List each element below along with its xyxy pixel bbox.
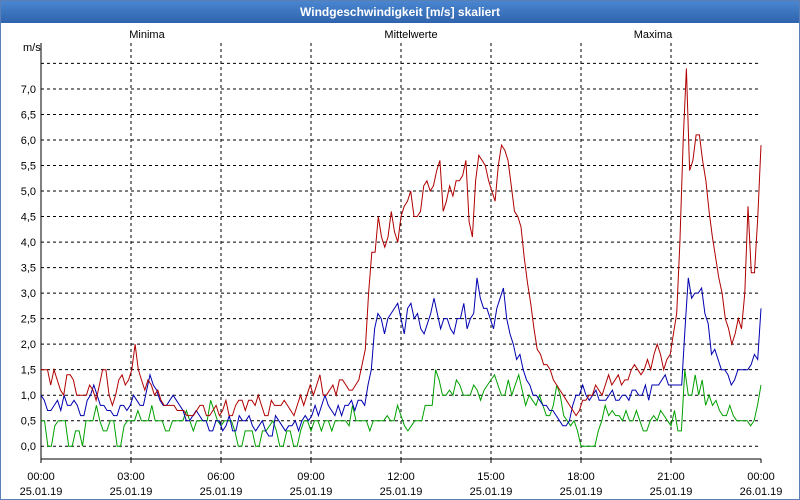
- y-tick-label: 0,0: [21, 441, 36, 453]
- series-line-avg: [40, 277, 762, 437]
- x-tick-date: 25.01.19: [110, 486, 153, 498]
- x-tick-time: 00:00: [27, 471, 55, 483]
- x-tick-time: 00:00: [747, 471, 775, 483]
- y-tick-label: 2,0: [21, 339, 36, 351]
- y-tick-label: 3,5: [21, 263, 36, 275]
- y-tick-label: 6,0: [21, 135, 36, 147]
- x-tick-date: 25.01.19: [650, 486, 693, 498]
- y-tick-label: 4,5: [21, 212, 36, 224]
- x-tick-time: 03:00: [117, 471, 145, 483]
- axes: 0,0 0,5 1,0 1,5 2,0 2,5 3,0 3,5 4,0 4,5 5,0 5,5 6,0 6…: [20, 42, 783, 498]
- y-axis-label: m/s: [23, 42, 41, 54]
- y-tick-label: 4,0: [21, 237, 36, 249]
- y-tick-label: 6,5: [21, 109, 36, 121]
- y-tick-label: 3,0: [21, 288, 36, 300]
- y-tick-label: 5,0: [21, 186, 36, 198]
- y-tick-label: 7,0: [21, 84, 36, 96]
- legend-min: Minima: [129, 29, 165, 41]
- series-line-max: [41, 68, 762, 417]
- series-lines: [40, 68, 762, 447]
- x-tick-date: 25.01.19: [470, 486, 513, 498]
- y-tick-label: 1,0: [21, 390, 36, 402]
- x-tick-time: 18:00: [567, 471, 595, 483]
- x-tick-time: 15:00: [477, 471, 505, 483]
- x-tick-date: 25.01.19: [380, 486, 423, 498]
- x-tick-date: 26.01.19: [740, 486, 783, 498]
- x-tick-time: 06:00: [207, 471, 235, 483]
- wind-speed-chart: Minima Mittelwerte Maxima 0,0 0,5 1,0 1,5 2,0 2…: [20, 29, 783, 498]
- x-tick-date: 25.01.19: [290, 486, 333, 498]
- grid: [41, 43, 761, 459]
- x-tick-date: 25.01.19: [20, 486, 63, 498]
- y-tick-label: 5,5: [21, 161, 36, 173]
- legend: Minima Mittelwerte Maxima: [129, 29, 673, 41]
- y-tick-label: 1,5: [21, 365, 36, 377]
- window-title: Windgeschwindigkeit [m/s] skaliert: [1, 1, 799, 23]
- y-tick-label: 2,5: [21, 314, 36, 326]
- y-tick-label: 0,5: [21, 416, 36, 428]
- x-tick-date: 25.01.19: [200, 486, 243, 498]
- x-tick-time: 09:00: [297, 471, 325, 483]
- legend-max: Maxima: [634, 29, 673, 41]
- legend-avg: Mittelwerte: [384, 29, 437, 41]
- series-line-min: [41, 369, 762, 447]
- x-tick-time: 12:00: [387, 471, 415, 483]
- x-tick-date: 25.01.19: [560, 486, 603, 498]
- x-tick-time: 21:00: [657, 471, 685, 483]
